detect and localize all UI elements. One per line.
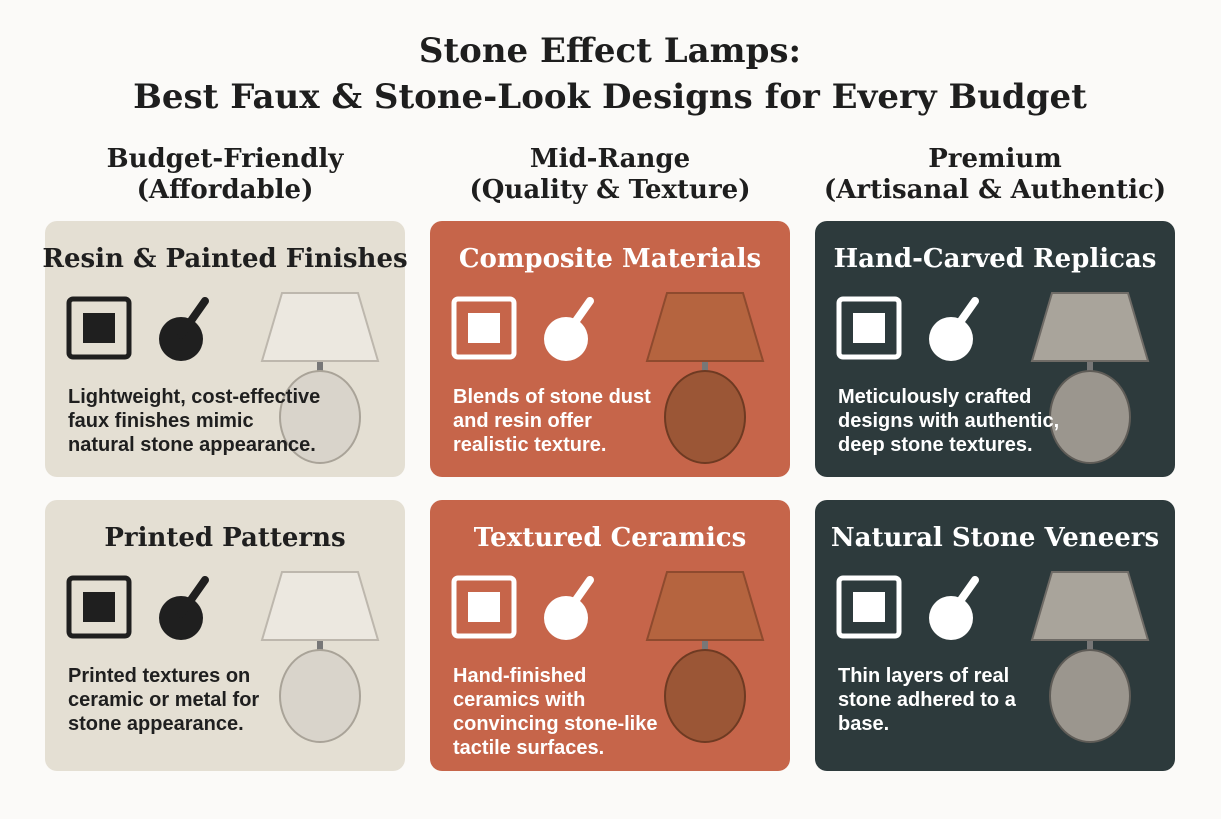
lamp-stem — [702, 359, 708, 373]
icon — [451, 575, 517, 639]
card-text: designs with authentic, — [838, 410, 1059, 432]
lamp-stem — [317, 638, 323, 652]
card-text: Lightweight, cost-effective — [68, 386, 320, 408]
icon — [562, 576, 594, 618]
card-text: ceramic or metal for — [68, 689, 259, 711]
lamp-stem — [1087, 359, 1093, 373]
card: Composite Materials Blends of stone dusta… — [430, 221, 790, 477]
lamp-stem — [702, 638, 708, 652]
lamp-shade — [645, 292, 765, 362]
title-line: Stone Effect Lamps: — [419, 31, 801, 71]
card-title: Composite Materials — [459, 244, 761, 274]
card-text: Blends of stone dust — [453, 386, 651, 408]
card: Printed Patterns Printed textures onceram… — [45, 500, 405, 771]
icon — [853, 592, 885, 622]
card-title: Natural Stone Veneers — [831, 523, 1159, 553]
card: Natural Stone Veneers Thin layers of real… — [815, 500, 1175, 771]
card-title: Textured Ceramics — [474, 523, 746, 553]
card-text: natural stone appearance. — [68, 434, 316, 456]
lamp-shade — [260, 292, 380, 362]
icon — [836, 575, 902, 639]
lamp-shade — [1030, 292, 1150, 362]
card-text: tactile surfaces. — [453, 737, 604, 759]
lamp-base — [279, 649, 361, 743]
lamp-base — [664, 370, 746, 464]
icon — [177, 297, 209, 339]
icon — [853, 313, 885, 343]
icon — [177, 576, 209, 618]
lamp-shade — [260, 571, 380, 641]
icon — [66, 296, 132, 360]
icon — [544, 317, 588, 361]
card-text: deep stone textures. — [838, 434, 1033, 456]
lamp-shade — [645, 571, 765, 641]
column-heading: Premium — [928, 144, 1062, 174]
icon — [83, 313, 115, 343]
card-text: Printed textures on — [68, 665, 250, 687]
column-heading: Mid-Range — [530, 144, 690, 174]
icon — [947, 576, 979, 618]
lamp-stem — [317, 359, 323, 373]
icon — [451, 296, 517, 360]
column-heading: (Quality & Texture) — [469, 175, 750, 205]
column-heading: (Artisanal & Authentic) — [824, 175, 1166, 205]
card-title: Resin & Painted Finishes — [42, 244, 407, 274]
column-heading: Budget-Friendly — [107, 144, 345, 174]
card-title: Hand-Carved Replicas — [834, 244, 1157, 274]
lamp-shade — [1030, 571, 1150, 641]
card-text: ceramics with — [453, 689, 585, 711]
icon — [929, 317, 973, 361]
lamp-base — [664, 649, 746, 743]
card-text: convincing stone-like — [453, 713, 657, 735]
title-line: Best Faux & Stone-Look Designs for Every… — [133, 77, 1087, 117]
lamp-base — [1049, 649, 1131, 743]
card-text: base. — [838, 713, 889, 735]
icon — [562, 297, 594, 339]
card: Hand-Carved Replicas Meticulously crafted… — [815, 221, 1175, 477]
icon — [468, 313, 500, 343]
column-heading: (Affordable) — [137, 175, 314, 205]
card-text: stone appearance. — [68, 713, 244, 735]
icon — [468, 592, 500, 622]
card-text: faux finishes mimic — [68, 410, 254, 432]
card-text: realistic texture. — [453, 434, 606, 456]
card-text: Meticulously crafted — [838, 386, 1031, 408]
card-text: Thin layers of real — [838, 665, 1009, 687]
icon — [947, 297, 979, 339]
card: Resin & Painted Finishes Lightweight, cos… — [42, 221, 408, 477]
card-text: and resin offer — [453, 410, 592, 432]
icon — [159, 596, 203, 640]
icon — [83, 592, 115, 622]
icon — [836, 296, 902, 360]
card-text: Hand-finished — [453, 665, 586, 687]
card-text: stone adhered to a — [838, 689, 1017, 711]
card-title: Printed Patterns — [104, 523, 345, 553]
lamp-base — [1049, 370, 1131, 464]
lamp-stem — [1087, 638, 1093, 652]
icon — [66, 575, 132, 639]
lamp-base — [279, 370, 361, 464]
icon — [159, 317, 203, 361]
